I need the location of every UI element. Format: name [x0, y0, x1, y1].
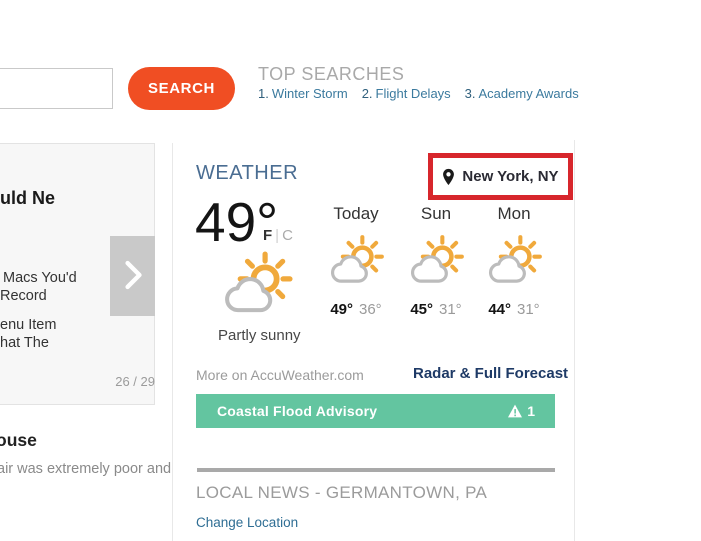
- top-search-item[interactable]: 3. Academy Awards: [465, 86, 579, 101]
- unit-separator: |: [275, 227, 280, 244]
- unit-fahrenheit[interactable]: F: [263, 227, 273, 244]
- carousel-text-line: hat The: [0, 335, 49, 351]
- vertical-divider: [574, 140, 575, 541]
- carousel-text-line: enu Item: [0, 317, 57, 333]
- advisory-label: Coastal Flood Advisory: [217, 403, 378, 419]
- accuweather-link[interactable]: More on AccuWeather.com: [196, 367, 364, 383]
- carousel-headline: uld Ne: [0, 188, 56, 208]
- article-snippet: air was extremely poor and: [0, 461, 172, 477]
- top-search-item[interactable]: 1. Winter Storm: [258, 86, 348, 101]
- carousel-counter: 26 / 29: [115, 374, 155, 389]
- weather-title: WEATHER: [196, 162, 299, 184]
- unit-toggle: F | C: [263, 227, 293, 244]
- top-search-item[interactable]: 2. Flight Delays: [362, 86, 451, 101]
- flood-advisory-banner[interactable]: Coastal Flood Advisory 1: [196, 394, 555, 428]
- chevron-right-icon: [120, 258, 146, 295]
- section-divider: [197, 468, 555, 472]
- carousel-next-button[interactable]: [110, 236, 155, 316]
- weather-location-button[interactable]: New York, NY: [428, 153, 573, 200]
- partly-sunny-icon: [315, 234, 397, 297]
- forecast-low: 31°: [517, 301, 540, 318]
- top-search-rank: 1.: [258, 86, 269, 101]
- current-condition: Partly sunny: [218, 327, 301, 344]
- top-searches-title: TOP SEARCHES: [258, 64, 405, 84]
- weather-location-label: New York, NY: [462, 168, 559, 185]
- top-searches-list: 1. Winter Storm 2. Flight Delays 3. Acad…: [258, 86, 579, 101]
- forecast-low: 36°: [359, 301, 382, 318]
- forecast-high: 49°: [330, 301, 353, 318]
- advisory-count: 1: [527, 403, 535, 419]
- top-search-link[interactable]: Winter Storm: [271, 86, 348, 101]
- forecast-day: Sun: [420, 204, 452, 223]
- top-search-link[interactable]: Academy Awards: [478, 86, 579, 101]
- top-search-link[interactable]: Flight Delays: [375, 86, 451, 101]
- carousel-text-line: Macs You'd: [3, 270, 77, 286]
- forecast-column: Sun 45° 31°: [395, 204, 477, 318]
- forecast-column: Today 49° 36°: [315, 204, 397, 318]
- top-search-rank: 3.: [464, 86, 476, 101]
- search-input[interactable]: [0, 68, 113, 109]
- radar-forecast-link[interactable]: Radar & Full Forecast: [413, 365, 569, 382]
- partly-sunny-icon: [395, 234, 477, 297]
- vertical-divider: [172, 143, 173, 541]
- local-news-title: LOCAL NEWS - GERMANTOWN, PA: [196, 483, 488, 502]
- current-temp: 49°: [195, 191, 279, 253]
- forecast-day: Mon: [497, 204, 531, 223]
- location-pin-icon: [442, 168, 455, 186]
- article-headline: ouse: [0, 430, 37, 450]
- change-location-link[interactable]: Change Location: [196, 515, 299, 530]
- partly-sunny-icon: [473, 234, 555, 297]
- forecast-high: 44°: [488, 301, 511, 318]
- forecast-day: Today: [333, 204, 379, 223]
- forecast-low: 31°: [439, 301, 462, 318]
- search-button[interactable]: SEARCH: [128, 67, 235, 110]
- forecast-column: Mon 44° 31°: [473, 204, 555, 318]
- unit-celsius[interactable]: C: [282, 227, 293, 244]
- carousel-text-line: Record: [0, 288, 47, 304]
- partly-sunny-icon: [220, 250, 294, 329]
- forecast-high: 45°: [410, 301, 433, 318]
- warning-triangle-icon: [507, 404, 523, 418]
- top-search-rank: 2.: [361, 86, 373, 101]
